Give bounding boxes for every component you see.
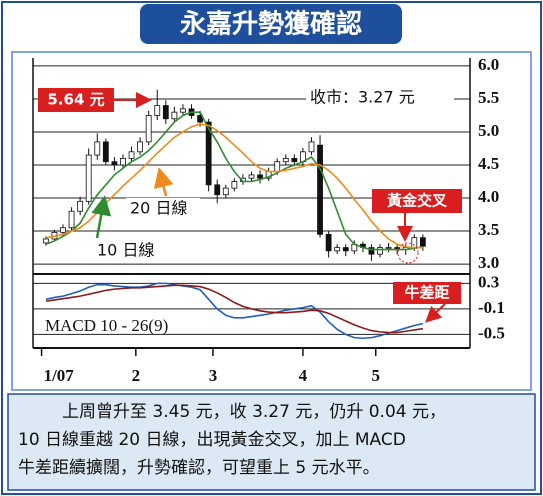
candle-body bbox=[385, 247, 392, 249]
y-tick-label: -0.5 bbox=[478, 323, 505, 342]
candle-body bbox=[60, 227, 66, 233]
candle-body bbox=[377, 247, 383, 255]
macd-note: 牛差距 bbox=[404, 284, 449, 302]
candle-body bbox=[334, 247, 341, 252]
y-tick-label: 4.0 bbox=[478, 187, 499, 206]
series-line bbox=[45, 282, 424, 340]
caption-line: 牛差距續擴闊，升勢確認，可望重上 5 元水平。 bbox=[18, 458, 380, 478]
candle-body bbox=[128, 151, 135, 159]
cross-circle bbox=[397, 242, 419, 264]
candle-body bbox=[222, 187, 229, 196]
candle-body bbox=[419, 237, 426, 247]
x-tick-label: 1/07 bbox=[44, 366, 75, 385]
candle-body bbox=[231, 181, 238, 189]
candle-body bbox=[214, 184, 221, 196]
candle-body bbox=[85, 154, 92, 202]
candle-body bbox=[282, 157, 289, 163]
title-banner bbox=[140, 4, 402, 44]
candle-body bbox=[180, 108, 186, 113]
close-label-bg bbox=[306, 86, 454, 110]
y-tick-label: 3.5 bbox=[478, 220, 499, 239]
y-tick-label: 0.3 bbox=[478, 272, 499, 291]
y-tick-label: 3.0 bbox=[478, 253, 499, 272]
candle-body bbox=[68, 210, 75, 229]
title: 永嘉升勢獲確認 bbox=[180, 9, 362, 40]
y-tick-label: 4.5 bbox=[478, 154, 499, 173]
ma20-label: 20 日線 bbox=[130, 199, 187, 218]
candle-body bbox=[42, 238, 49, 244]
high-label-box bbox=[38, 88, 114, 112]
candle-body bbox=[111, 161, 118, 166]
close-label: 收市：3.27 元 bbox=[310, 88, 415, 107]
ma10-label: 10 日線 bbox=[97, 241, 154, 260]
candle-body bbox=[248, 174, 255, 179]
caption-line: 上周曾升至 3.45 元，收 3.27 元，仍升 0.04 元， bbox=[62, 402, 446, 422]
caption-line: 10 日線重越 20 日線，出現黃金交叉，加上 MACD bbox=[18, 430, 406, 450]
candle-body bbox=[94, 141, 101, 156]
y-tick-label: 5.5 bbox=[478, 88, 499, 107]
candle-body bbox=[325, 233, 332, 252]
y-tick-label: 6.0 bbox=[478, 55, 499, 74]
x-tick-label: 4 bbox=[299, 366, 308, 385]
candle-body bbox=[120, 157, 126, 166]
candle-body bbox=[291, 157, 298, 163]
candle-body bbox=[257, 174, 263, 179]
cross-label: 黃金交叉 bbox=[387, 192, 448, 210]
candle-body bbox=[102, 141, 109, 163]
macd-note-arrow bbox=[425, 303, 446, 323]
candle-body bbox=[274, 161, 281, 173]
high-label: 5.64 元 bbox=[47, 91, 104, 109]
candle-body bbox=[162, 105, 169, 120]
caption-box bbox=[7, 393, 536, 491]
y-tick-label: -0.1 bbox=[478, 298, 505, 317]
candle-body bbox=[137, 141, 144, 153]
macd-note-box bbox=[393, 282, 461, 304]
candle-body bbox=[308, 141, 315, 153]
candle-body bbox=[77, 200, 84, 212]
x-tick-label: 2 bbox=[132, 366, 141, 385]
ma10-label-bg bbox=[93, 240, 167, 262]
macd-title: MACD 10 - 26(9) bbox=[45, 316, 168, 335]
ma20-label-bg bbox=[126, 198, 200, 220]
x-tick-label: 3 bbox=[209, 366, 218, 385]
candle-body bbox=[205, 121, 212, 186]
ma20-arrow bbox=[153, 167, 174, 197]
candle-body bbox=[197, 115, 203, 123]
cross-label-box bbox=[372, 189, 462, 213]
series-line bbox=[45, 111, 423, 251]
candle-body bbox=[154, 105, 161, 116]
candle-body bbox=[342, 247, 349, 252]
candle-body bbox=[317, 144, 323, 235]
y-tick-label: 5.0 bbox=[478, 121, 499, 140]
candle-body bbox=[368, 247, 375, 255]
candle-body bbox=[411, 237, 418, 248]
candle-body bbox=[171, 111, 178, 120]
candle-body bbox=[145, 115, 152, 143]
ma10-arrow bbox=[91, 195, 112, 239]
x-tick-label: 5 bbox=[371, 366, 380, 385]
series-line bbox=[45, 284, 423, 334]
